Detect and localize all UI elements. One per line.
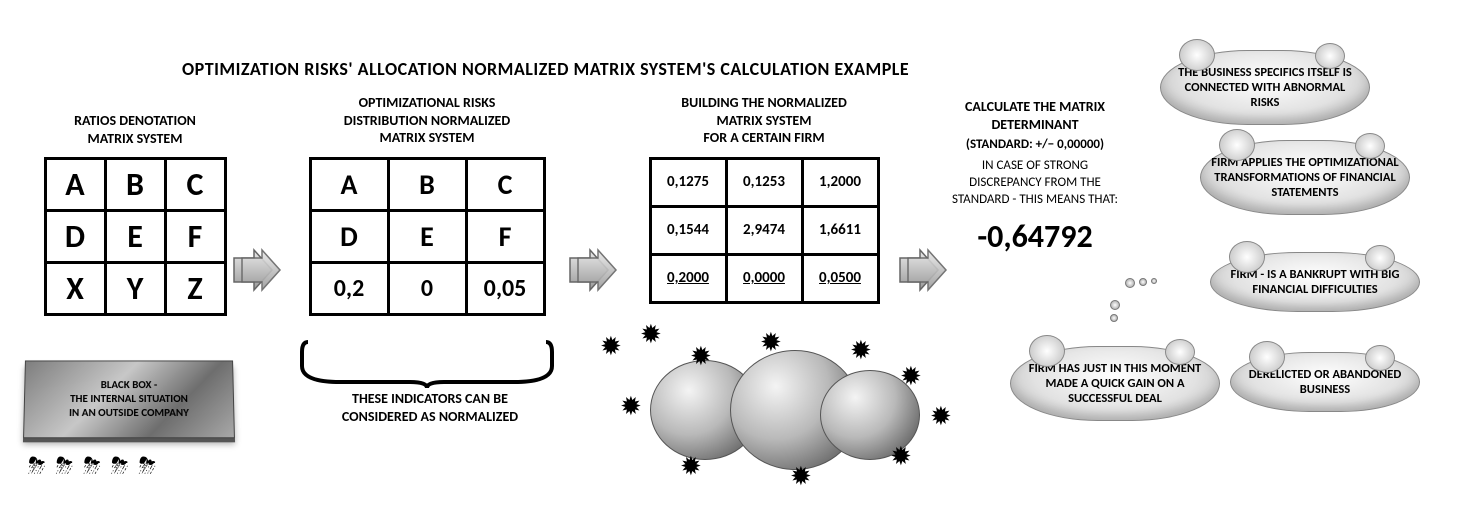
arrow-icon — [568, 248, 624, 292]
thought-trail-icon — [1110, 300, 1120, 322]
page-title: OPTIMIZATION RISKS' ALLOCATION NORMALIZE… — [182, 58, 909, 80]
determinant-heading: CALCULATE THE MATRIX DETERMINANT — [920, 98, 1150, 133]
callout-bracket — [300, 338, 554, 388]
col-ratios-denotation: RATIOS DENOTATION MATRIX SYSTEM ABC DEF … — [30, 112, 240, 316]
cloud-derelicted: DERELICTED OR ABANDONED BUSINESS — [1230, 352, 1420, 412]
cloud-business-specifics: THE BUSINESS SPECIFICS ITSELF IS CONNECT… — [1160, 50, 1370, 125]
matrix1-table: ABC DEF XYZ — [44, 157, 227, 316]
indicators-note: THESE INDICATORS CAN BE CONSIDERED AS NO… — [280, 390, 580, 426]
cloud-bankrupt: FIRM - IS A BANKRUPT WITH BIG FINANCIAL … — [1210, 252, 1420, 312]
cloud-optimizational-transformations: FIRM APPLIES THE OPTIMIZATIONAL TRANSFOR… — [1200, 140, 1410, 215]
cloud-quick-gain: FIRM HAS JUST IN THIS MOMENT MADE A QUIC… — [1010, 346, 1220, 421]
storm-icon: ⛈ — [83, 452, 101, 479]
matrix3-heading: BUILDING THE NORMALIZED MATRIX SYSTEM FO… — [638, 94, 890, 147]
matrix3-table: 0,12750,12531,2000 0,15442,94741,6611 0,… — [649, 157, 880, 304]
determinant-standard: (STANDARD: +/− 0,00000) — [920, 137, 1150, 154]
storm-icons: ⛈ ⛈ ⛈ ⛈ ⛈ — [28, 452, 156, 479]
matrix2-table: ABC DEF 0,200,05 — [309, 157, 546, 316]
arrow-icon — [232, 248, 288, 292]
storm-icon: ⛈ — [56, 452, 74, 479]
determinant-note: IN CASE OF STRONG DISCREPANCY FROM THE S… — [920, 158, 1150, 209]
storm-icon: ⛈ — [138, 452, 156, 479]
col-determinant: CALCULATE THE MATRIX DETERMINANT (STANDA… — [920, 98, 1150, 256]
storm-icon: ⛈ — [28, 452, 46, 479]
blackbox-panel: BLACK BOX - THE INTERNAL SITUATION IN AN… — [23, 360, 235, 438]
thought-trail-icon — [1125, 278, 1157, 288]
matrix2-heading: OPTIMIZATIONAL RISKS DISTRIBUTION NORMAL… — [300, 94, 554, 147]
col-normalized-matrix: BUILDING THE NORMALIZED MATRIX SYSTEM FO… — [638, 94, 890, 304]
storm-icon: ⛈ — [111, 452, 129, 479]
determinant-value: -0,64792 — [920, 217, 1150, 256]
decoration-splat: ✹ ✹ ✹ ✹ ✹ ✹ ✹ ✹ ✹ ✹ ✹ — [590, 330, 950, 500]
col-optimizational-risks: OPTIMIZATIONAL RISKS DISTRIBUTION NORMAL… — [300, 94, 554, 316]
matrix1-heading: RATIOS DENOTATION MATRIX SYSTEM — [30, 112, 240, 147]
